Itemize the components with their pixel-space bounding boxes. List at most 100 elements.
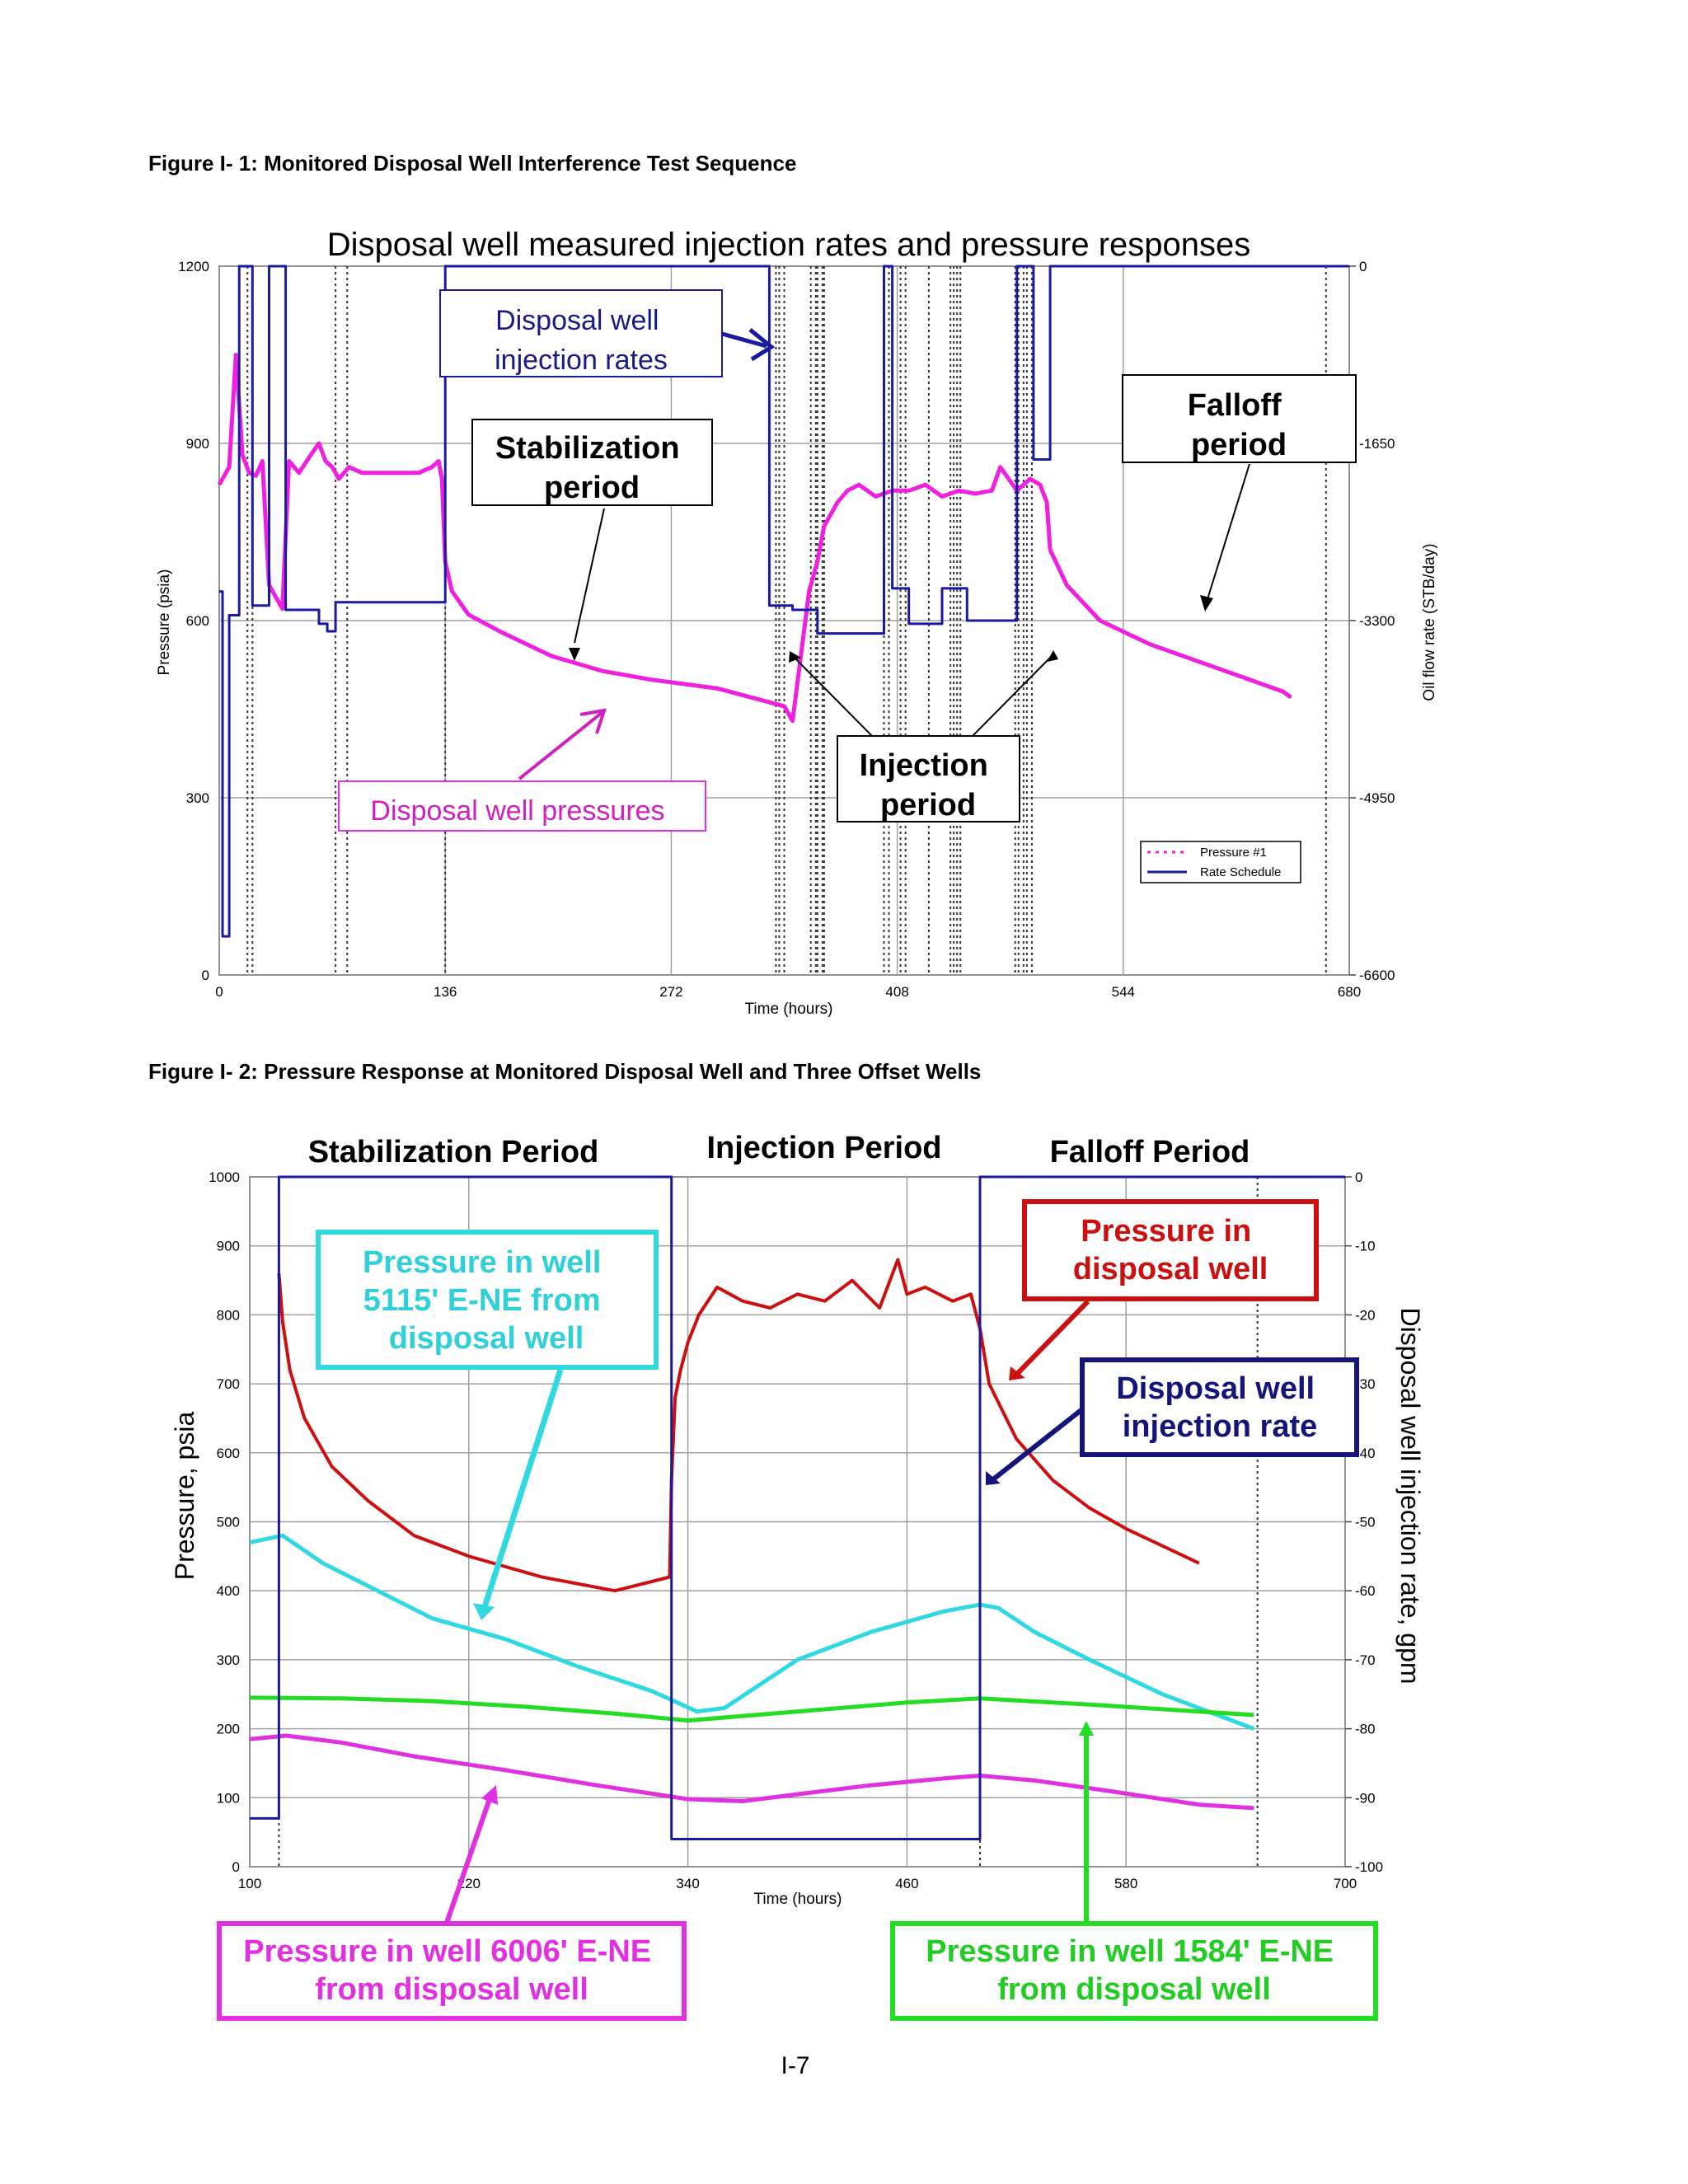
- fig2-annot-1584-line1: Pressure in well 1584' E-NE: [926, 1934, 1334, 1969]
- fig2-y2tick-label: -30: [1355, 1376, 1376, 1392]
- fig2-xtick-label: 700: [1334, 1876, 1357, 1891]
- fig2-annot-disposal: Pressure in disposal well: [1022, 1199, 1319, 1301]
- figure-2-caption: Figure I- 2: Pressure Response at Monito…: [148, 1059, 982, 1084]
- fig2-y2tick-label: -100: [1355, 1859, 1383, 1875]
- fig1-xtick-label: 408: [885, 984, 908, 1000]
- fig2-annot-rate-line2: injection rate: [1123, 1409, 1318, 1444]
- figure-1-caption: Figure I- 1: Monitored Disposal Well Int…: [148, 151, 797, 176]
- fig1-ytick-label: 1200: [178, 259, 209, 274]
- fig1-arrow-pressures-head: [579, 708, 607, 734]
- fig1-arrow-injection-left: [792, 655, 873, 737]
- fig1-annot-falloff-line2: period: [1191, 428, 1287, 462]
- fig2-annot-rate-text: Disposal well injection rate: [1116, 1371, 1323, 1444]
- fig1-ytick-label: 600: [186, 613, 209, 629]
- fig2-annot-1584-text: Pressure in well 1584' E-NE from disposa…: [926, 1934, 1342, 2007]
- fig1-y2tick-label: 0: [1359, 259, 1367, 274]
- fig2-period-injection: Injection Period: [706, 1131, 941, 1165]
- fig1-title: Disposal well measured injection rates a…: [327, 227, 1251, 263]
- fig2-annot-1584-line2: from disposal well: [997, 1972, 1271, 2007]
- fig2-annot-rate: Disposal well injection rate: [1080, 1357, 1359, 1457]
- fig2-annot-disposal-line2: disposal well: [1073, 1252, 1268, 1286]
- fig2-ylabel: Pressure, psia: [170, 1412, 199, 1581]
- fig1-y2tick-label: -3300: [1359, 613, 1395, 629]
- fig1-xtick-label: 136: [434, 984, 457, 1000]
- fig2-xtick-label: 580: [1114, 1876, 1137, 1891]
- fig2-ytick-label: 100: [217, 1790, 240, 1806]
- fig2-arrow-disposal: [1015, 1299, 1090, 1376]
- figure-1-chart: 0 136 272 408 544 680 0 300 600 900 1200 0 -1650 -330…: [156, 227, 1438, 1018]
- fig1-y2tick-label: -4950: [1359, 790, 1395, 806]
- fig1-annot-falloff: Falloff period: [1122, 374, 1357, 463]
- fig1-annot-injection-text: Injection period: [860, 748, 997, 823]
- fig1-legend: Pressure #1 Rate Schedule: [1140, 841, 1301, 883]
- fig1-ylabel: Pressure (psia): [156, 569, 173, 676]
- fig1-annot-injection: Injection period: [837, 735, 1020, 823]
- fig2-period-stabilization: Stabilization Period: [308, 1135, 599, 1169]
- fig2-ytick-label: 800: [217, 1307, 240, 1323]
- fig1-grid: 0 136 272 408 544 680 0 300 600 900 1200 0 -1650 -330…: [178, 259, 1395, 1000]
- fig1-arrow-rates-head: [748, 328, 776, 362]
- fig2-period-falloff: Falloff Period: [1050, 1135, 1250, 1169]
- fig1-y2label: Oil flow rate (STB/day): [1421, 543, 1438, 701]
- fig1-arrowhead-stab: [569, 648, 580, 661]
- fig1-annot-rates: Disposal well injection rates: [439, 289, 723, 377]
- fig1-xlabel: Time (hours): [745, 1001, 833, 1018]
- fig2-ytick-label: 900: [217, 1239, 240, 1254]
- fig2-y2tick-label: -80: [1355, 1722, 1376, 1737]
- fig2-y2tick-label: -20: [1355, 1307, 1376, 1323]
- fig1-y2tick-label: -1650: [1359, 436, 1395, 452]
- fig1-annot-rates-line2: injection rates: [495, 344, 668, 376]
- fig2-arrowhead-rate: [986, 1471, 1001, 1485]
- fig1-annot-stab-line1: Stabilization: [495, 431, 680, 466]
- fig1-annot-stab: Stabilization period: [471, 419, 713, 506]
- fig2-annot-6006-line1: Pressure in well 6006' E-NE: [243, 1934, 651, 1969]
- fig2-ytick-label: 1000: [209, 1169, 240, 1185]
- fig2-arrowhead-1584: [1079, 1721, 1094, 1736]
- fig1-arrowhead-falloff: [1200, 595, 1213, 612]
- fig2-xtick-label: 100: [238, 1876, 261, 1891]
- fig1-annot-falloff-line1: Falloff: [1188, 388, 1282, 423]
- fig1-arrowhead-injection-right: [1047, 650, 1058, 662]
- fig1-xtick-label: 544: [1112, 984, 1135, 1000]
- fig2-series-well-1584: [249, 1695, 1254, 1723]
- fig2-y2tick-label: 0: [1355, 1169, 1362, 1185]
- fig2-arrow-5115: [481, 1368, 564, 1609]
- fig2-ytick-label: 300: [217, 1652, 240, 1668]
- fig2-series-injection-rate: [250, 1175, 1345, 1840]
- fig2-ytick-label: 400: [217, 1583, 240, 1599]
- fig1-arrow-pressures: [518, 711, 603, 780]
- fig2-annot-rate-line1: Disposal well: [1116, 1371, 1315, 1406]
- fig2-xtick-label: 340: [676, 1876, 699, 1891]
- fig2-ytick-label: 600: [217, 1446, 240, 1461]
- fig2-ytick-label: 200: [217, 1722, 240, 1737]
- fig2-y2tick-label: -40: [1355, 1446, 1376, 1461]
- fig1-arrows: [574, 463, 1250, 737]
- fig2-plot-area: [249, 1175, 1345, 1840]
- fig2-annot-disposal-text: Pressure in disposal well: [1073, 1214, 1268, 1286]
- fig1-annot-falloff-text: Falloff period: [1188, 388, 1291, 462]
- fig2-annot-5115-line2: 5115' E-NE from: [363, 1283, 601, 1318]
- fig1-xtick-label: 272: [659, 984, 682, 1000]
- fig2-annot-5115-line3: disposal well: [389, 1321, 584, 1356]
- fig2-annot-5115-text: Pressure in well 5115' E-NE from disposa…: [363, 1245, 610, 1356]
- fig2-y2tick-label: -10: [1355, 1239, 1376, 1254]
- fig2-ytick-label: 0: [232, 1859, 240, 1875]
- fig1-ytick-label: 900: [186, 436, 209, 452]
- fig1-annot-rates-text: Disposal well injection rates: [495, 305, 668, 376]
- fig1-xtick-label: 0: [215, 984, 223, 1000]
- fig1-arrowhead-injection-left: [789, 651, 801, 663]
- fig2-xlabel: Time (hours): [754, 1891, 842, 1908]
- fig1-ytick-label: 300: [186, 790, 209, 806]
- fig2-annot-5115: Pressure in well 5115' E-NE from disposa…: [316, 1230, 659, 1370]
- fig2-y2tick-label: -90: [1355, 1790, 1376, 1806]
- fig2-y2tick-label: -50: [1355, 1515, 1376, 1530]
- fig2-series-well-6006: [249, 1733, 1254, 1811]
- fig2-ytick-label: 700: [217, 1376, 240, 1392]
- fig1-legend-pressure-label: Pressure #1: [1200, 846, 1267, 860]
- fig1-plot-area: [217, 265, 1349, 938]
- fig1-arrow-stab: [574, 508, 605, 644]
- fig2-annot-5115-line1: Pressure in well: [363, 1245, 601, 1280]
- fig2-arrowhead-5115: [473, 1603, 495, 1620]
- fig2-annot-6006: Pressure in well 6006' E-NE from disposa…: [217, 1921, 687, 2021]
